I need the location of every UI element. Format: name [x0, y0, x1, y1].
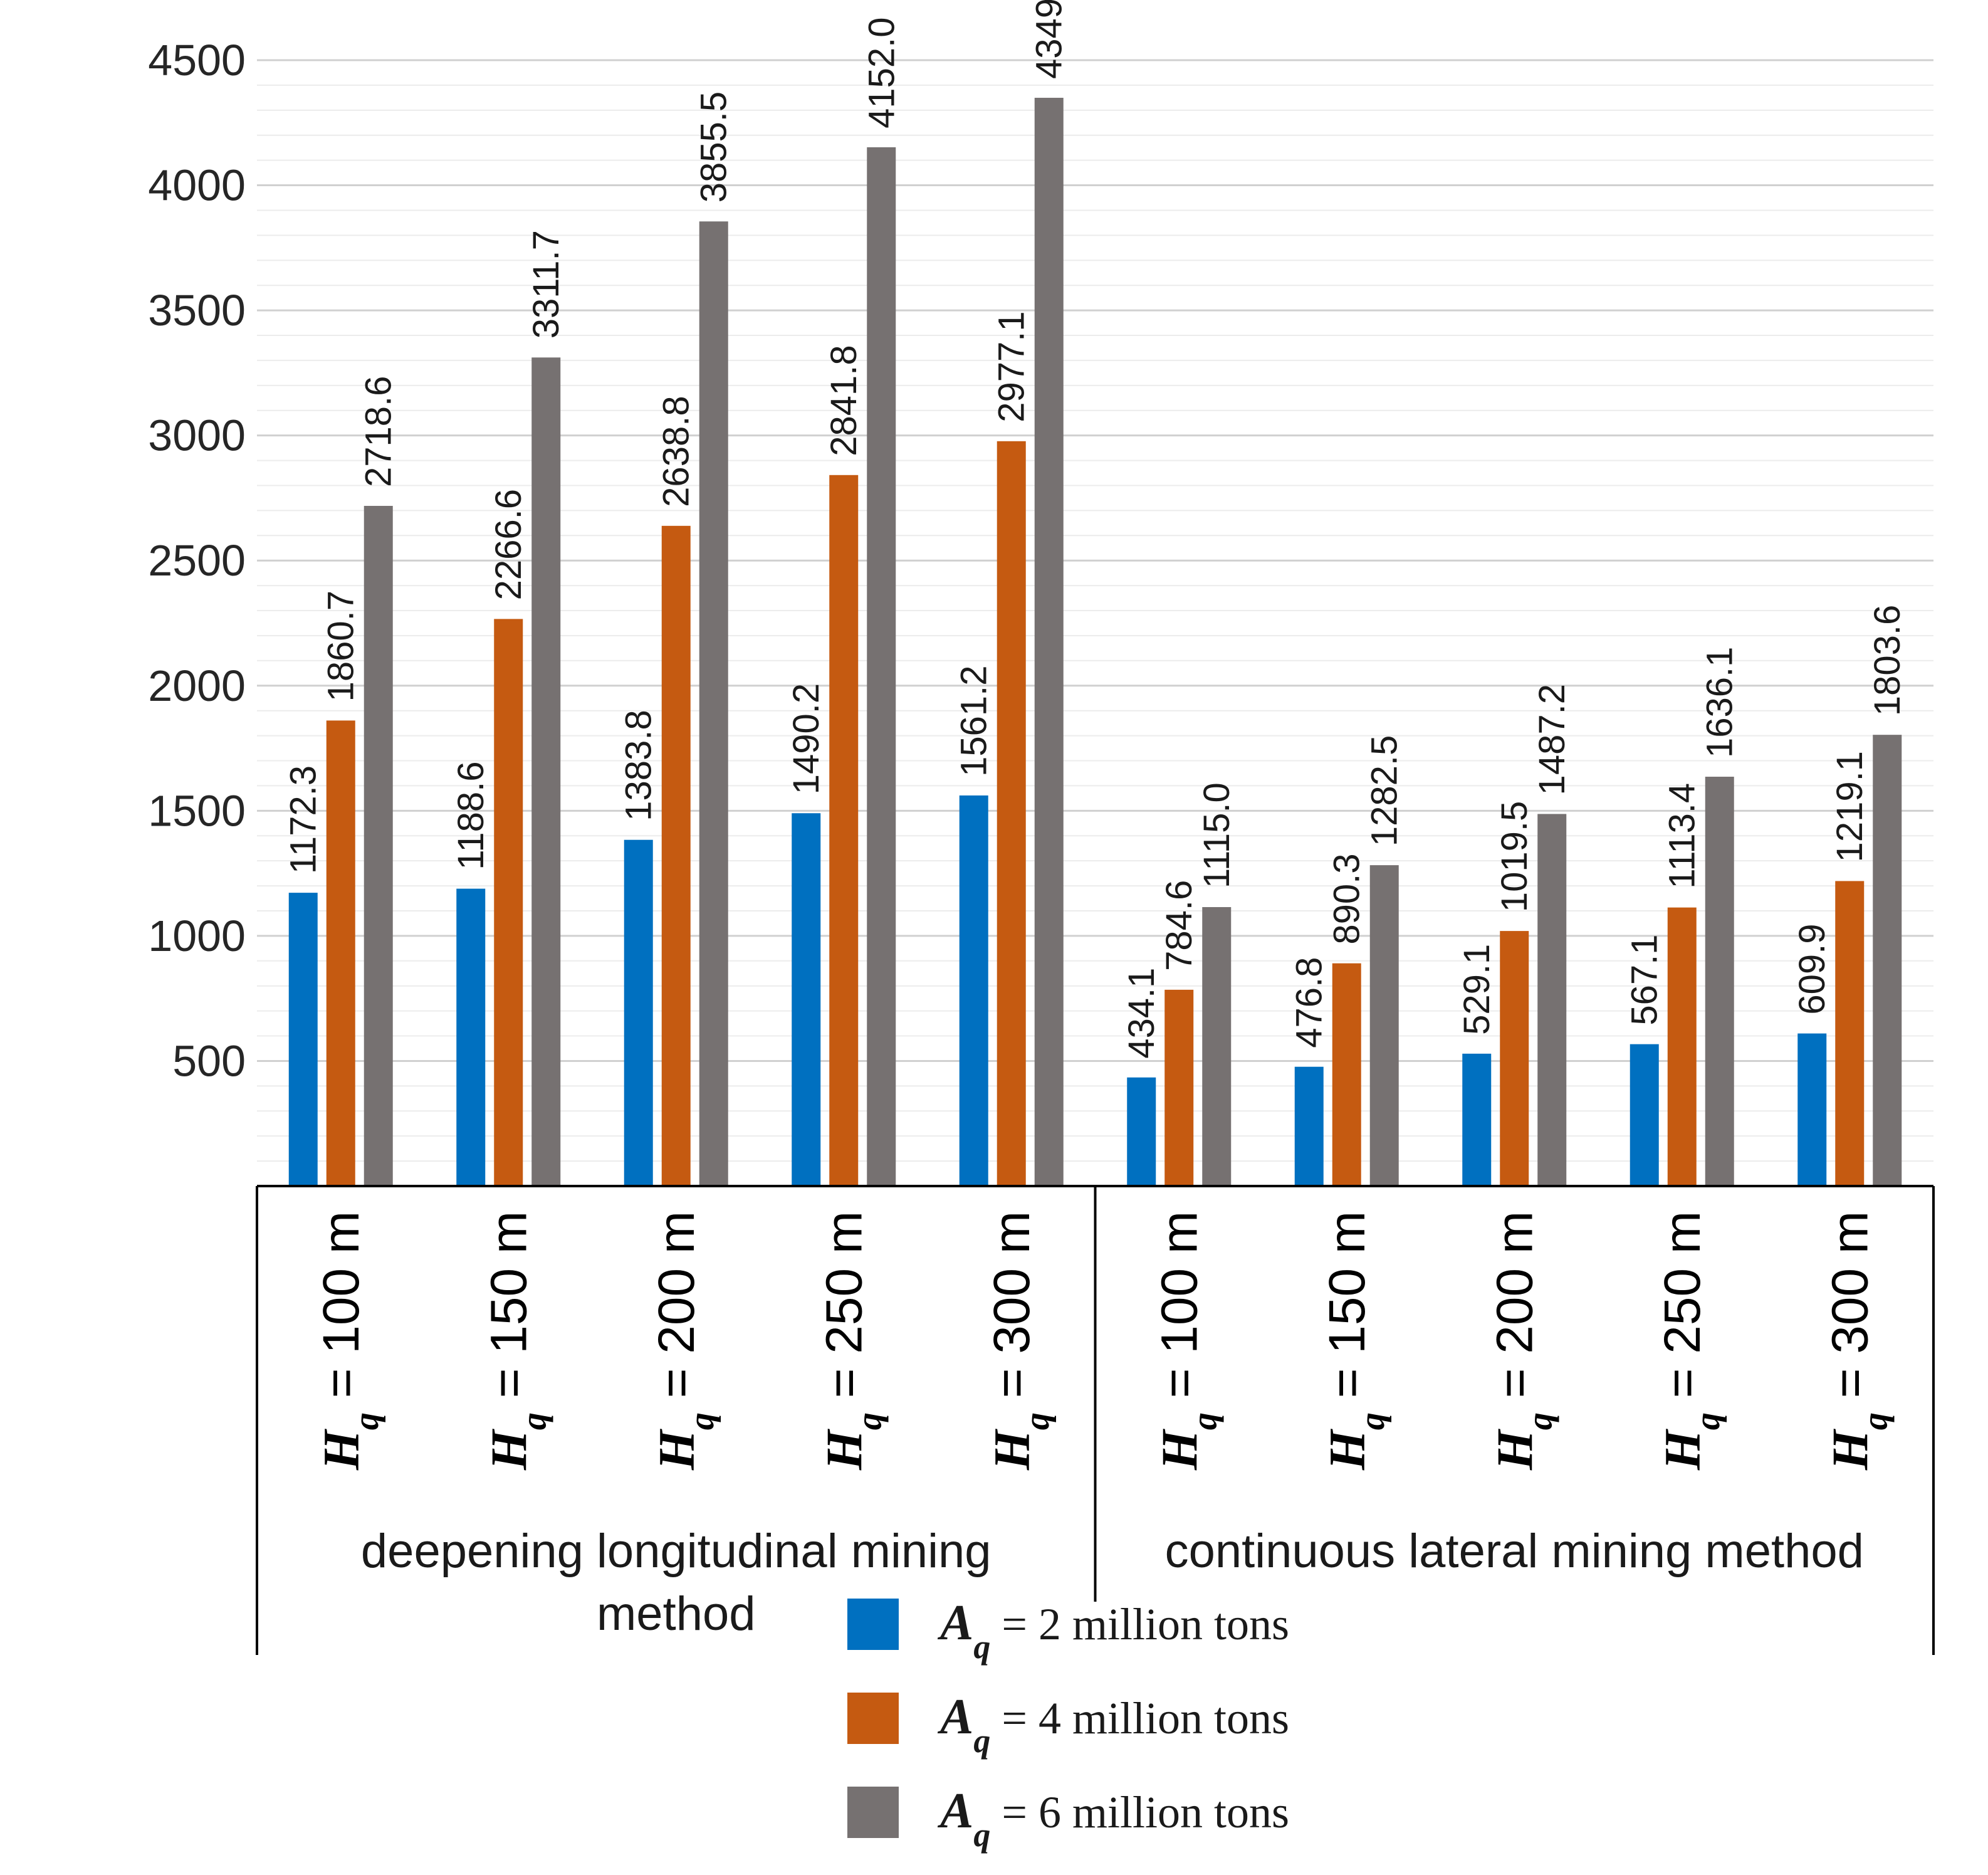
bar [456, 888, 486, 1186]
data-label: 1282.5 [1364, 735, 1405, 846]
category-label: Hq = 150 m [1319, 1211, 1392, 1471]
legend-label: Aq = 6 million tons [937, 1783, 1289, 1854]
y-axis: 500 1000 1500 2000 2500 3000 3500 4000 4500 [148, 36, 246, 1085]
legend-background [827, 1602, 1467, 1875]
y-tick-label: 500 [172, 1036, 246, 1085]
bar [1127, 1077, 1156, 1186]
data-label: 434.1 [1121, 968, 1162, 1059]
bar [1500, 931, 1529, 1186]
x-axis: Hq = 100 m Hq = 150 m Hq = 200 m Hq = 250 m… [256, 1185, 1935, 1655]
data-label: 2266.6 [488, 489, 529, 600]
data-label: 1383.8 [619, 710, 659, 821]
bar [829, 475, 859, 1186]
data-label: 529.1 [1457, 944, 1497, 1035]
bar [1202, 906, 1232, 1186]
data-label: 1803.6 [1867, 605, 1908, 716]
bar [1667, 907, 1697, 1186]
bar [1332, 963, 1361, 1186]
bar [364, 505, 393, 1186]
data-label: 4152.0 [861, 17, 902, 128]
data-label: 2841.8 [824, 345, 864, 456]
category-label: Hq = 300 m [1821, 1211, 1895, 1471]
y-tick-label: 3000 [148, 411, 246, 460]
data-label: 476.8 [1289, 957, 1330, 1048]
data-label: 609.9 [1792, 923, 1833, 1014]
y-tick-label: 4000 [148, 161, 246, 210]
data-label: 784.6 [1159, 880, 1200, 971]
y-tick-label: 4500 [148, 36, 246, 85]
data-label: 1188.6 [451, 762, 491, 870]
bar [1462, 1053, 1492, 1186]
legend-swatch [847, 1693, 899, 1744]
data-label: 4349.7 [1029, 0, 1070, 79]
bar [1873, 735, 1902, 1186]
legend: Aq = 2 million tons Aq = 4 million tons Aq… [827, 1595, 1467, 1875]
bar [792, 813, 821, 1186]
bar [997, 441, 1026, 1186]
data-label: 1113.4 [1662, 783, 1703, 889]
group-label-line2: method [597, 1587, 756, 1641]
y-tick-label: 2000 [148, 661, 246, 710]
category-label: Hq = 150 m [480, 1211, 553, 1471]
data-label: 1860.7 [321, 591, 362, 701]
data-label: 2977.1 [991, 311, 1032, 422]
bar [1034, 97, 1064, 1186]
data-label: 1561.2 [954, 666, 995, 777]
legend-label: Aq = 4 million tons [937, 1689, 1289, 1760]
bars [288, 97, 1902, 1187]
group-label: continuous lateral mining method [1165, 1525, 1864, 1578]
bar [624, 839, 653, 1186]
category-label: Hq = 200 m [648, 1211, 721, 1471]
legend-label: Aq = 2 million tons [937, 1595, 1289, 1666]
data-label: 1172.3 [283, 765, 324, 874]
category-label: Hq = 250 m [1654, 1211, 1727, 1471]
bar [494, 619, 523, 1186]
data-label: 1487.2 [1532, 684, 1572, 795]
group-label: deepening longitudinal mining [361, 1525, 991, 1578]
data-label: 1219.1 [1829, 751, 1870, 862]
legend-swatch [847, 1599, 899, 1650]
legend-swatch [847, 1787, 899, 1838]
bar [1835, 881, 1865, 1186]
bar [531, 357, 561, 1187]
y-tick-label: 2500 [148, 536, 246, 585]
data-label: 1115.0 [1196, 782, 1237, 888]
data-label: 890.3 [1327, 854, 1368, 945]
bar [1369, 865, 1399, 1186]
category-label: Hq = 300 m [983, 1211, 1057, 1471]
bar [1164, 989, 1194, 1186]
category-label: Hq = 250 m [815, 1211, 889, 1471]
bar [1537, 814, 1567, 1186]
bar [1630, 1044, 1659, 1186]
bar [699, 221, 728, 1187]
data-label: 3855.5 [694, 92, 735, 202]
bar [1797, 1033, 1827, 1186]
data-labels: 1172.3 1188.6 1383.8 1490.2 1561.2 434.1 476.8… [283, 0, 1908, 1059]
bar [959, 795, 988, 1186]
y-tick-label: 1000 [148, 911, 246, 960]
data-label: 2638.8 [656, 396, 697, 507]
bar [288, 893, 318, 1186]
category-label: Hq = 200 m [1486, 1211, 1559, 1471]
data-label: 567.1 [1624, 935, 1665, 1026]
bar [867, 147, 896, 1187]
data-label: 2718.6 [358, 376, 399, 487]
bar [1705, 777, 1734, 1186]
category-label: Hq = 100 m [313, 1211, 386, 1471]
bar [661, 525, 691, 1186]
category-label: Hq = 100 m [1151, 1211, 1224, 1471]
bar [326, 720, 355, 1186]
y-tick-label: 3500 [148, 286, 246, 335]
data-label: 1636.1 [1700, 647, 1740, 758]
y-tick-label: 1500 [148, 786, 246, 835]
bar [1294, 1066, 1324, 1186]
data-label: 1019.5 [1494, 801, 1535, 912]
data-label: 1490.2 [786, 683, 827, 794]
data-label: 3311.7 [526, 230, 567, 339]
